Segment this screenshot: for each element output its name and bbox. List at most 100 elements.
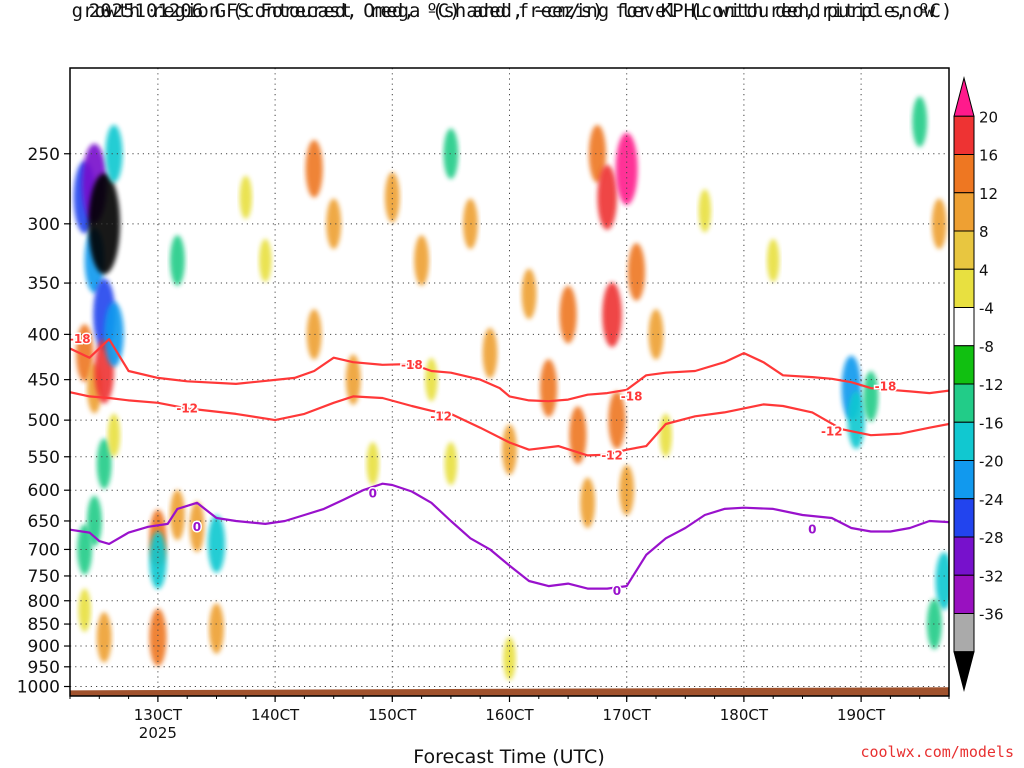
omega-cell: [107, 413, 121, 457]
colorbar-swatch: [953, 613, 975, 653]
contour-label: -12: [176, 401, 198, 415]
omega-cell: [588, 124, 607, 183]
x-tick-label: 150CT: [368, 706, 417, 724]
x-tick-label: 180CT: [720, 706, 769, 724]
omega-cell: [207, 515, 226, 573]
omega-cell: [76, 324, 94, 382]
omega-cell: [597, 164, 617, 230]
chart-title-line-2: growth region (contoured, red, ºC) and f…: [71, 0, 953, 22]
contour-dgz-upper: [70, 338, 949, 403]
contour-label: 0: [369, 486, 377, 500]
credit-text[interactable]: coolwx.com/models: [860, 743, 1014, 761]
contour-label: -18: [875, 379, 897, 393]
colorbar-cap-top: [953, 76, 975, 117]
colorbar-swatch: [953, 115, 975, 155]
contour-label: 0: [613, 584, 621, 598]
colorbar-label: -20: [979, 453, 1004, 471]
omega-cell: [935, 552, 949, 610]
omega-cell: [149, 531, 167, 590]
omega-cell: [259, 238, 272, 283]
omega-cell: [482, 327, 498, 379]
colorbar-swatch: [953, 460, 975, 500]
omega-cell: [912, 96, 928, 147]
y-tick-label: 600: [28, 481, 60, 501]
contour-freezing-level: [70, 482, 949, 590]
colorbar-label: 12: [979, 185, 998, 203]
colorbar-swatch: [953, 192, 975, 232]
y-tick-label: 650: [28, 512, 60, 532]
omega-cell: [648, 309, 664, 360]
contour-label: -12: [601, 448, 623, 462]
colorbar-label: -12: [979, 376, 1004, 394]
omega-cell: [503, 637, 516, 681]
colorbar-swatch: [953, 536, 975, 576]
omega-cell: [425, 358, 438, 402]
y-tick-label: 950: [28, 658, 60, 678]
omega-cell: [345, 354, 361, 405]
omega-cell: [539, 359, 558, 417]
colorbar-cap-bottom: [953, 651, 975, 692]
x-axis-label: Forecast Time (UTC): [413, 746, 604, 768]
colorbar-label: -28: [979, 529, 1004, 547]
y-tick-label: 800: [28, 592, 60, 612]
omega-cell: [698, 189, 712, 233]
contour-dgz-lower: [70, 391, 949, 457]
omega-cell: [170, 489, 185, 541]
x-tick-label: 170CT: [603, 706, 652, 724]
omega-shading: [73, 96, 949, 681]
x-tick-label: 130CT: [134, 706, 183, 724]
omega-cell: [149, 608, 167, 667]
colorbar-swatch: [953, 383, 975, 423]
omega-cell: [444, 442, 458, 486]
colorbar-swatch: [953, 230, 975, 270]
omega-cell: [209, 603, 224, 654]
contours: -18 -18 -18 -18 -12 -12 -12 -12 0 0 0 0: [70, 331, 949, 600]
ground-surface: [70, 687, 949, 696]
colorbar-label: 8: [979, 223, 989, 241]
omega-cell: [306, 309, 322, 360]
colorbar-label: -16: [979, 414, 1004, 432]
omega-cell: [305, 140, 323, 198]
y-tick-label: 400: [28, 325, 60, 345]
omega-cell: [384, 172, 400, 223]
omega-cell: [580, 477, 596, 529]
x-tick-label: 140CT: [251, 706, 300, 724]
contour-label: -18: [401, 358, 423, 372]
colorbar-swatch: [953, 154, 975, 194]
y-tick-label: 350: [28, 274, 60, 294]
omega-cell: [366, 442, 379, 486]
colorbar-swatch: [953, 307, 975, 347]
grid: [70, 68, 949, 696]
y-tick-label: 250: [28, 145, 60, 165]
omega-cell: [443, 128, 459, 179]
y-axis: 2503003504004505005506006507007508008509…: [17, 145, 70, 698]
y-tick-label: 750: [28, 567, 60, 587]
x-tick-sublabel: 2025: [139, 724, 177, 742]
omega-cell: [88, 173, 120, 275]
colorbar: 20 16 12 8 4 -4 -8 -12 -16 -20 -24 -28 -32 -36: [953, 76, 1004, 692]
omega-cell: [602, 282, 622, 348]
contour-label: -12: [821, 424, 843, 438]
omega-cell: [627, 243, 646, 301]
colorbar-label: -24: [979, 491, 1004, 509]
colorbar-swatch: [953, 345, 975, 385]
omega-cell: [414, 235, 429, 286]
y-tick-label: 550: [28, 448, 60, 468]
omega-cell: [559, 285, 577, 344]
omega-cell: [189, 501, 205, 553]
omega-cell: [326, 198, 342, 250]
omega-cell: [96, 438, 112, 489]
chart-title-line-1: 2025101206 GFS Forecast Omega (shaded, −…: [88, 0, 936, 22]
omega-cell: [78, 588, 91, 632]
colorbar-swatch: [953, 268, 975, 308]
x-tick-label: 190CT: [837, 706, 886, 724]
omega-cell: [77, 524, 93, 575]
y-tick-label: 500: [28, 411, 60, 431]
colorbar-label: -4: [979, 300, 994, 318]
colorbar-label: -32: [979, 567, 1004, 585]
omega-cell: [863, 371, 879, 422]
ground-layer: [70, 687, 949, 696]
contour-label: -18: [621, 389, 643, 403]
